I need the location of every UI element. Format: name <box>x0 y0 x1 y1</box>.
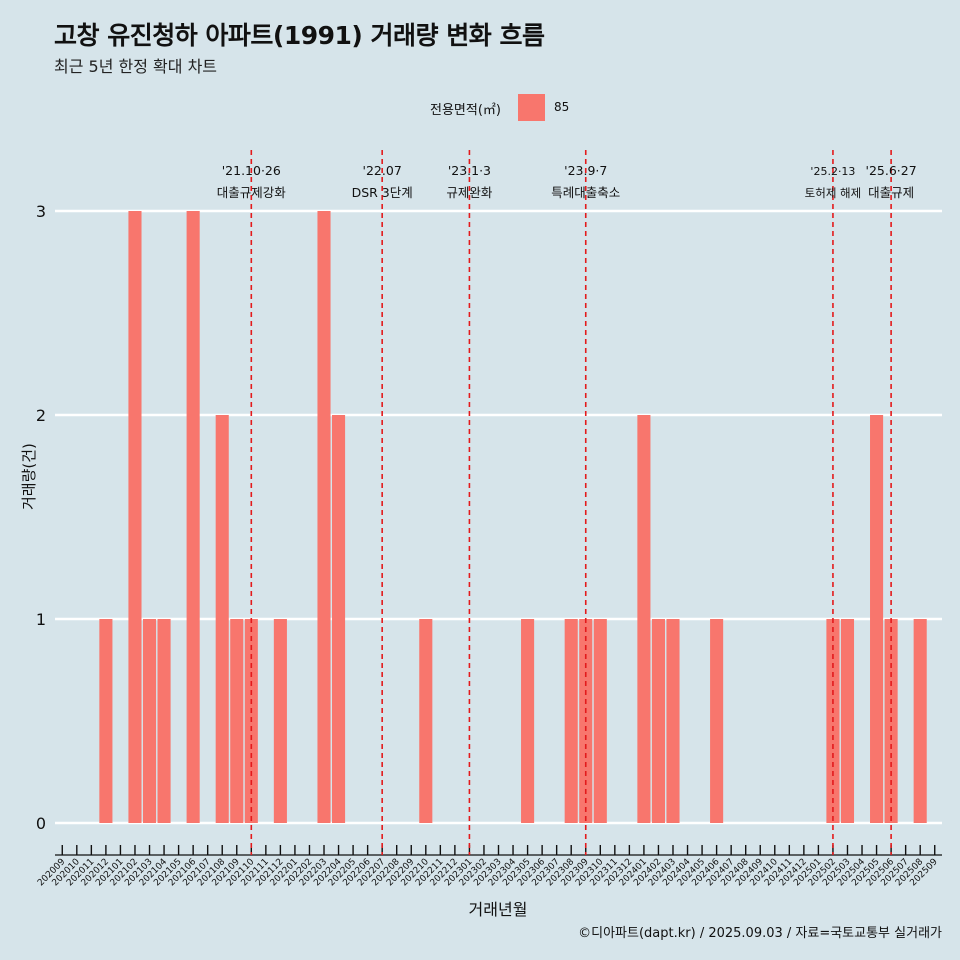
event-text-label: 특례대출축소 <box>551 185 620 200</box>
chart-subtitle: 최근 5년 한정 확대 차트 <box>54 57 218 76</box>
event-date-label: '25.6·27 <box>866 163 917 178</box>
bar <box>666 619 680 823</box>
bar <box>651 619 665 823</box>
event-date-label: '22.07 <box>363 163 402 178</box>
bar <box>273 619 287 823</box>
legend-label: 85 <box>554 100 570 114</box>
y-tick-label: 2 <box>36 406 46 425</box>
bar <box>913 619 927 823</box>
event-text-label: 대출규제강화 <box>217 185 287 200</box>
event-date-label: '21.10·26 <box>222 163 281 178</box>
bar <box>128 211 142 823</box>
bar <box>157 619 171 823</box>
event-text-label: DSR 3단계 <box>352 185 413 200</box>
bar <box>230 619 244 823</box>
bar <box>521 619 535 823</box>
bar <box>637 415 651 823</box>
caption: ©디아파트(dapt.kr) / 2025.09.03 / 자료=국토교통부 실… <box>578 926 942 941</box>
y-tick-label: 3 <box>36 202 46 221</box>
bar <box>840 619 855 823</box>
chart-title: 고창 유진청하 아파트(1991) 거래량 변화 흐름 <box>54 21 545 50</box>
legend-key-swatch <box>518 94 545 121</box>
bar <box>710 619 724 823</box>
bar <box>142 619 157 823</box>
event-text-label: 대출규제 <box>868 185 914 200</box>
bar <box>564 619 578 823</box>
event-date-label: '23.1·3 <box>448 163 491 178</box>
bar <box>419 619 433 823</box>
legend: 전용면적(㎡) 85 <box>0 93 960 123</box>
event-date-label: '23.9·7 <box>564 163 607 178</box>
bar <box>99 619 113 823</box>
bar <box>317 211 331 823</box>
bar <box>215 415 229 823</box>
x-axis-title: 거래년월 <box>468 900 528 919</box>
y-tick-label: 1 <box>36 610 46 629</box>
legend-title: 전용면적(㎡) <box>430 103 501 118</box>
event-text-label: 토허제 해제 <box>805 186 862 200</box>
bar <box>870 415 884 823</box>
y-tick-label: 0 <box>36 814 46 833</box>
bar <box>332 415 346 823</box>
bar <box>593 619 607 823</box>
bar <box>186 211 200 823</box>
event-date-label: '25.2·13 <box>810 165 855 178</box>
event-text-label: 규제완화 <box>446 185 493 200</box>
